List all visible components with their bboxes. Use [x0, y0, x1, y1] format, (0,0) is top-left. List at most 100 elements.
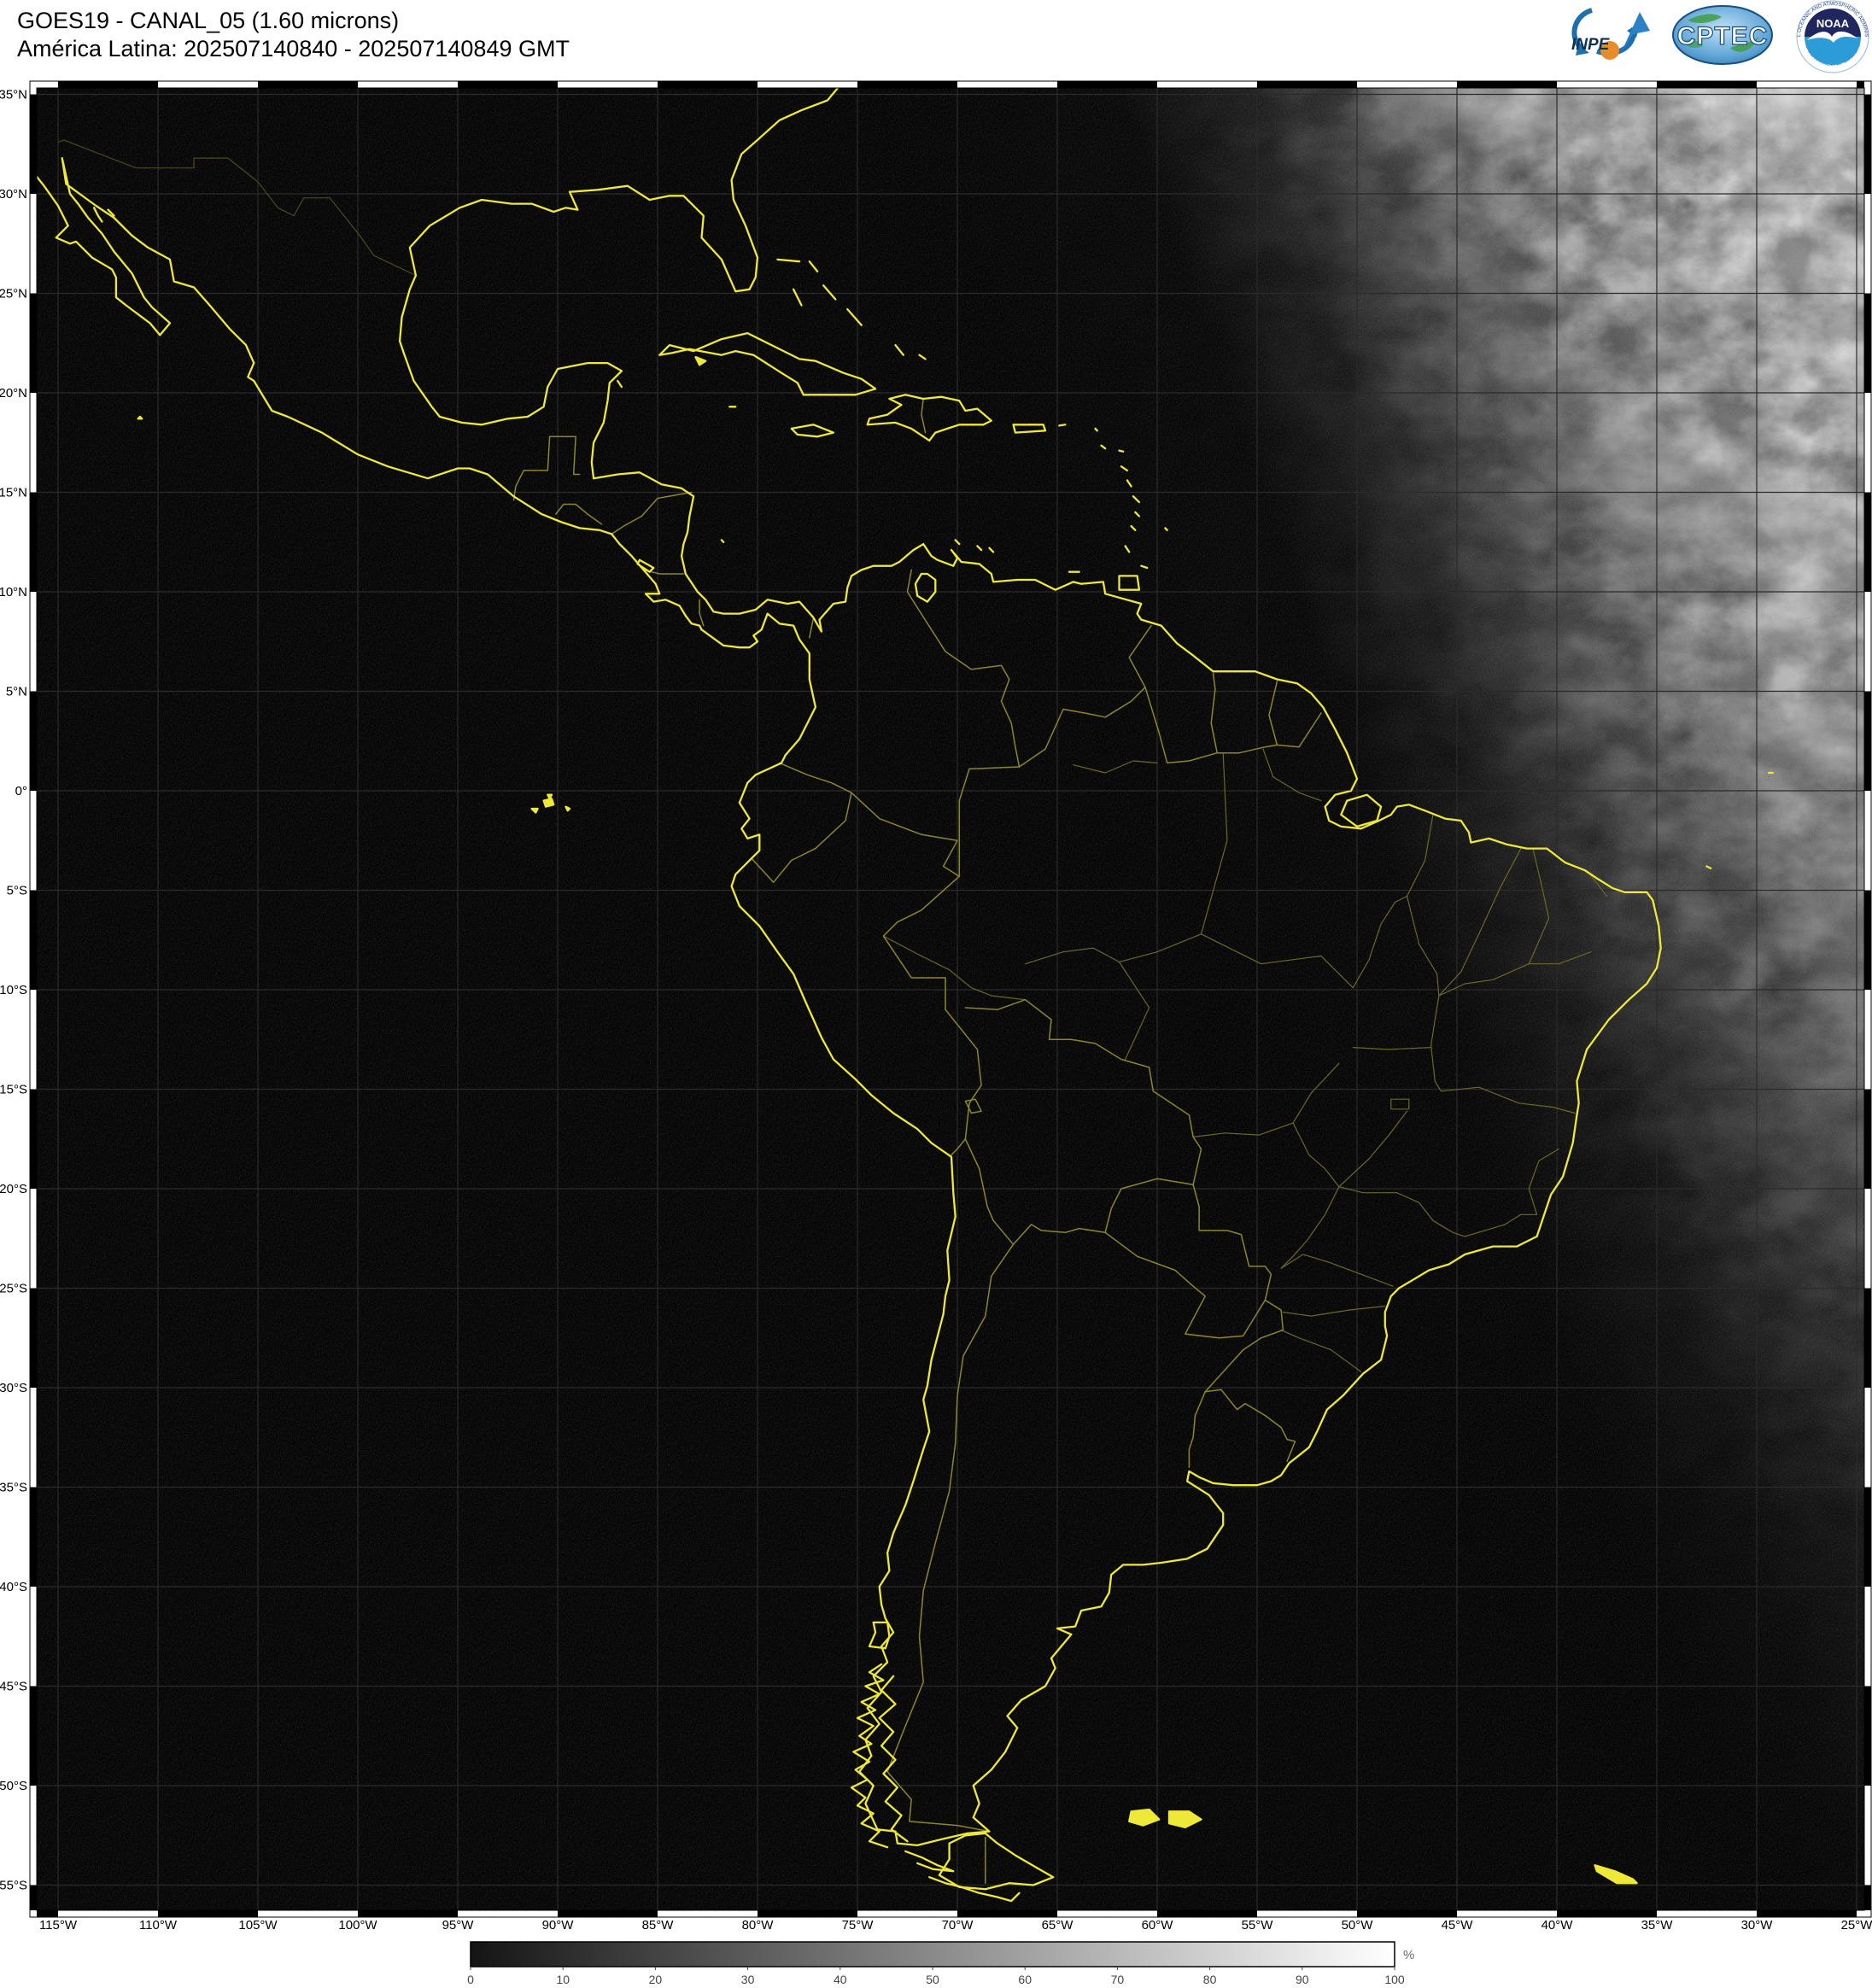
- country-border-line: [572, 436, 581, 476]
- frame-segment: [58, 81, 158, 88]
- state-border-line: [1200, 752, 1228, 935]
- longitude-label: 85°W: [642, 1918, 675, 1932]
- state-border-line: [1262, 748, 1322, 802]
- country-border-line: [1210, 672, 1218, 754]
- country-border-line: [951, 1138, 967, 1156]
- state-border-line: [1338, 1186, 1466, 1237]
- faint-border-line: [57, 139, 417, 277]
- longitude-label: 100°W: [338, 1918, 377, 1932]
- frame-segment: [1864, 890, 1871, 990]
- frame-segment: [30, 1686, 37, 1786]
- axis-labels: 35°N 30°N 25°N 20°N 15°N 10°N 5°N 0° 5°S 10°S 15°S…: [0, 88, 1872, 1933]
- state-border-line: [1406, 814, 1434, 898]
- colorbar-unit-label: %: [1403, 1948, 1414, 1962]
- colorbar-tick-label: 90: [1296, 1973, 1309, 1986]
- frame-segment: [857, 81, 957, 88]
- island-outline: [792, 288, 803, 307]
- colorbar-tick-label: 70: [1111, 1973, 1125, 1986]
- state-border-line: [882, 935, 1027, 1001]
- country-border-line: [964, 1138, 1015, 1245]
- country-border-line: [1128, 624, 1152, 688]
- longitude-label: 105°W: [238, 1918, 278, 1932]
- cptec-land-icon: [1688, 14, 1722, 23]
- colorbar-tick-label: 100: [1384, 1973, 1405, 1986]
- island-outline: [988, 547, 995, 553]
- frame-segment: [1864, 293, 1871, 393]
- island-outline: [720, 539, 725, 543]
- state-border-line: [1430, 1044, 1576, 1114]
- island-outline: [1132, 495, 1141, 504]
- island-outline: [92, 207, 103, 223]
- country-border-line: [921, 398, 927, 434]
- island-outline: [565, 805, 571, 812]
- island-outline: [1594, 1864, 1638, 1885]
- island-outline: [1128, 1808, 1161, 1827]
- state-border-line: [1438, 847, 1522, 997]
- title-block: GOES19 - CANAL_05 (1.60 microns) América…: [17, 7, 570, 63]
- country-border-line: [964, 1098, 982, 1114]
- latitude-label: 10°S: [0, 983, 27, 997]
- latitude-label: 55°S: [0, 1879, 27, 1893]
- state-border-line: [1438, 963, 1530, 997]
- frame-segment: [1257, 81, 1357, 88]
- colorbar: 0 10 20 30 40 50 60 70 80 90 100%: [467, 1941, 1414, 1986]
- state-border-line: [1390, 1098, 1410, 1110]
- island-outline: [938, 1832, 1055, 1891]
- country-border-line: [1216, 744, 1278, 754]
- colorbar-tick-label: 80: [1203, 1973, 1217, 1986]
- island-outline: [137, 415, 143, 420]
- island-outline: [928, 1876, 1021, 1903]
- island-outline: [1118, 449, 1125, 453]
- island-outline: [790, 424, 835, 438]
- frame-segment: [37, 1910, 58, 1917]
- island-outline: [894, 343, 904, 356]
- longitude-label: 50°W: [1342, 1918, 1374, 1932]
- island-outline: [914, 572, 937, 603]
- frame-segment: [30, 1288, 37, 1388]
- island-outline: [866, 394, 992, 442]
- island-outline: [1164, 527, 1168, 531]
- state-border-line: [1406, 895, 1440, 997]
- longitude-label: 45°W: [1442, 1918, 1474, 1932]
- frame-segment: [1864, 1089, 1871, 1189]
- country-border-line: [906, 569, 1021, 768]
- state-border-line: [1280, 1186, 1340, 1269]
- state-border-line: [1352, 895, 1408, 989]
- inpe-logo: INPE: [1571, 8, 1650, 60]
- frame-segment: [1864, 1487, 1871, 1587]
- state-border-line: [1200, 933, 1354, 989]
- island-outline: [1134, 511, 1141, 517]
- country-border-line: [958, 766, 1021, 877]
- frame-segment: [1657, 81, 1757, 88]
- country-border-line: [751, 792, 852, 883]
- frame-segment: [1457, 81, 1557, 88]
- country-border-line: [1018, 687, 1146, 768]
- frame-segment: [1864, 492, 1871, 592]
- cptec-logo: CPTEC: [1672, 5, 1773, 65]
- island-outline: [1130, 524, 1137, 531]
- state-border-line: [1464, 1213, 1538, 1237]
- longitude-label: 65°W: [1042, 1918, 1074, 1932]
- island-outline: [822, 284, 837, 301]
- latitude-label: 5°S: [7, 884, 27, 898]
- island-outline: [1705, 865, 1712, 870]
- island-outline: [1140, 564, 1149, 570]
- latitude-label: 0°: [15, 784, 27, 798]
- frame-segment: [1857, 81, 1864, 88]
- noaa-seagull-icon: [1807, 31, 1857, 43]
- island-outline: [694, 355, 707, 366]
- frame-segment: [30, 492, 37, 592]
- frame-segment: [30, 1885, 37, 1910]
- country-border-line: [554, 503, 603, 525]
- island-outline: [850, 1663, 889, 1849]
- state-border-line: [1073, 760, 1158, 774]
- island-outline: [918, 354, 927, 360]
- frame-segment: [1864, 691, 1871, 791]
- colorbar-tick-label: 20: [649, 1973, 663, 1986]
- country-border-line: [1012, 1224, 1106, 1245]
- state-border-line: [1118, 961, 1150, 1061]
- state-border-line: [1352, 1046, 1432, 1050]
- inpe-orange-dot-icon: [1600, 41, 1619, 60]
- frame-segment: [1864, 1686, 1871, 1786]
- longitude-label: 30°W: [1741, 1918, 1774, 1932]
